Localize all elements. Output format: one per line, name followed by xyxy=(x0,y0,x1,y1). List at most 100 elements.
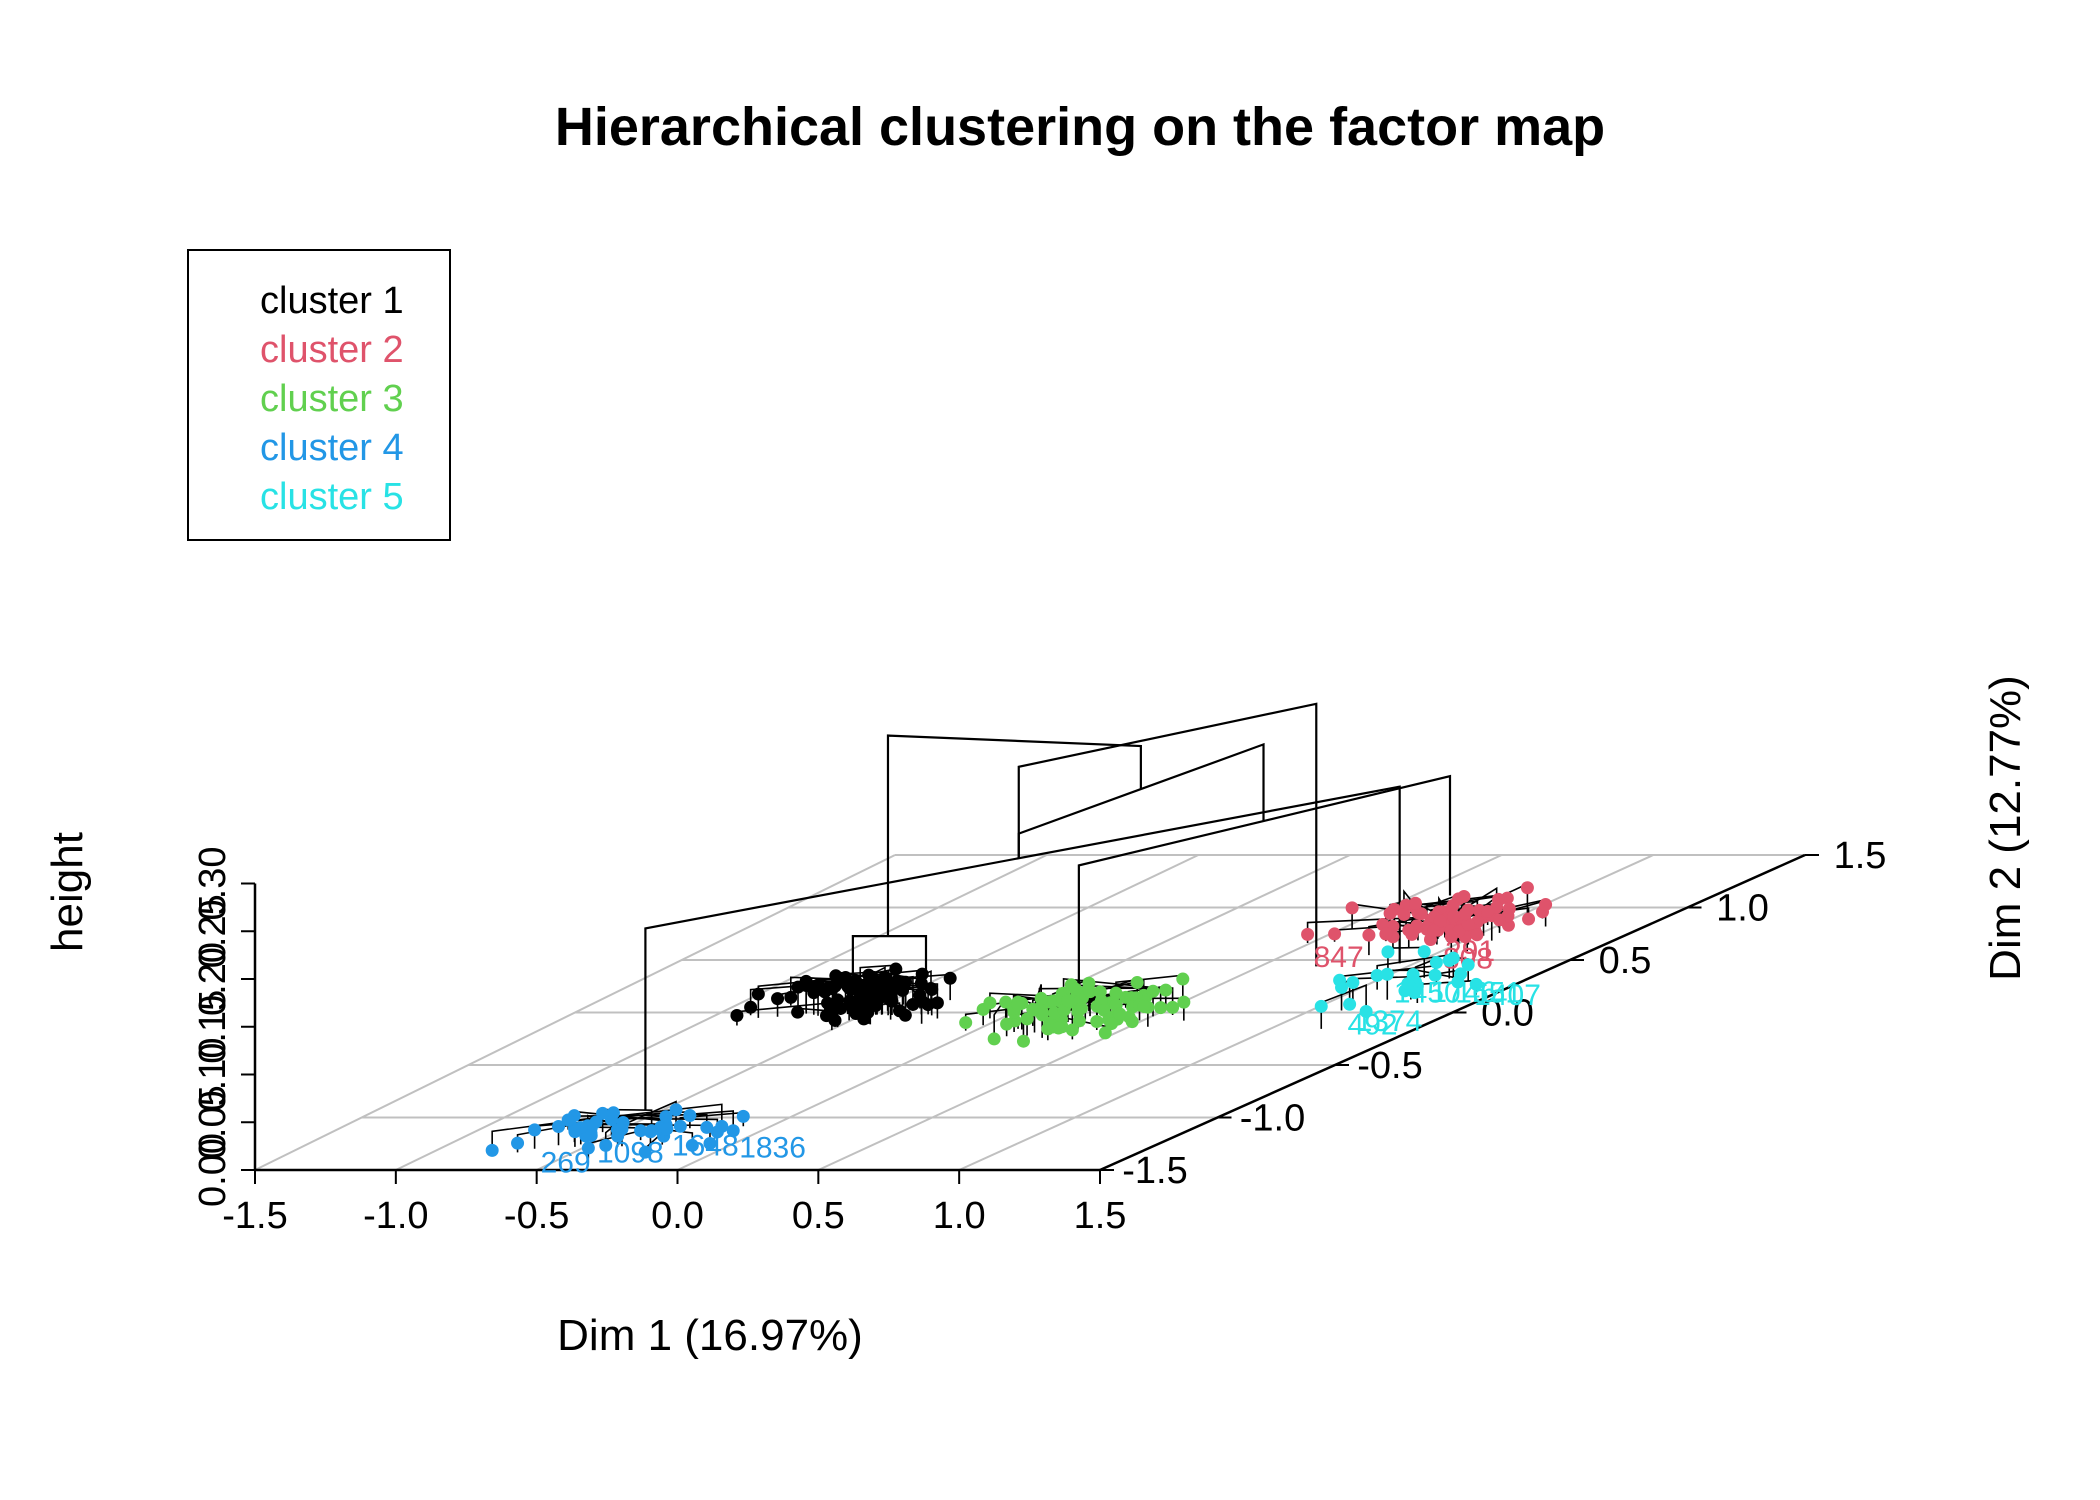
legend-entry-cluster-1: cluster 1 xyxy=(260,280,404,322)
legend: cluster 1 cluster 2 cluster 3 cluster 4 … xyxy=(187,249,451,541)
data-point xyxy=(1020,1012,1034,1026)
z-tick-label: 0.05 xyxy=(192,1085,234,1159)
data-point xyxy=(1379,927,1393,941)
data-point xyxy=(1481,904,1495,918)
data-point xyxy=(744,1000,758,1014)
data-point xyxy=(1082,976,1096,990)
data-point xyxy=(862,968,876,982)
data-point xyxy=(1401,977,1415,991)
data-point xyxy=(1061,994,1075,1008)
data-point xyxy=(736,1109,750,1123)
data-point xyxy=(660,1122,674,1136)
point-label: 492 xyxy=(1348,1008,1398,1041)
x-tick-label: 0.5 xyxy=(792,1195,845,1237)
data-point xyxy=(1520,881,1534,895)
data-point xyxy=(1444,930,1458,944)
legend-box xyxy=(187,249,451,541)
data-point xyxy=(1493,913,1507,927)
data-point xyxy=(1154,1001,1168,1015)
data-point xyxy=(616,1116,630,1130)
data-point xyxy=(1047,1006,1061,1020)
cluster-link xyxy=(1320,983,1367,1029)
data-point xyxy=(1470,928,1484,942)
data-point xyxy=(1362,928,1376,942)
data-point xyxy=(1000,1017,1014,1031)
legend-entry-cluster-5: cluster 5 xyxy=(260,476,404,518)
data-point xyxy=(1402,923,1416,937)
data-points: 2918478082691836164810981746145014071651… xyxy=(485,881,1553,1180)
data-point xyxy=(1446,899,1460,913)
x-tick-label: -0.5 xyxy=(504,1195,569,1237)
data-point xyxy=(1137,1000,1151,1014)
data-point xyxy=(1359,1005,1373,1019)
data-point xyxy=(1461,958,1475,972)
y-tick-label: 1.5 xyxy=(1834,835,1887,877)
data-point xyxy=(921,998,935,1012)
cluster-link xyxy=(557,1103,723,1146)
data-point xyxy=(511,1136,525,1150)
data-point xyxy=(1458,907,1472,921)
data-point xyxy=(896,978,910,992)
data-point xyxy=(751,987,765,1001)
chart-title: Hierarchical clustering on the factor ma… xyxy=(555,97,1605,157)
point-label: 1746 xyxy=(1430,976,1497,1009)
y-tick-label: -0.5 xyxy=(1357,1045,1422,1087)
data-point xyxy=(1026,1002,1040,1016)
data-point xyxy=(561,1113,575,1127)
data-point xyxy=(1177,995,1191,1009)
data-point xyxy=(885,994,899,1008)
data-point xyxy=(1539,898,1553,912)
data-point xyxy=(1159,983,1173,997)
z-tick-label: 0.30 xyxy=(192,847,234,921)
data-point xyxy=(860,1000,874,1014)
point-label: 847 xyxy=(1314,941,1364,974)
data-point xyxy=(1457,889,1471,903)
data-point xyxy=(784,990,798,1004)
x-tick-label: 1.5 xyxy=(1074,1195,1127,1237)
data-point xyxy=(673,1119,687,1133)
data-point xyxy=(834,1001,848,1015)
data-point xyxy=(643,1125,657,1139)
data-point xyxy=(1343,997,1357,1011)
data-point xyxy=(987,1032,1001,1046)
data-point xyxy=(1098,1026,1112,1040)
z-tick-label: 0.20 xyxy=(192,942,234,1016)
data-point xyxy=(599,1138,613,1152)
y-tick-label: -1.0 xyxy=(1240,1098,1305,1140)
data-point xyxy=(1109,986,1123,1000)
data-point xyxy=(710,1125,724,1139)
data-point xyxy=(1146,984,1160,998)
data-point xyxy=(1454,967,1468,981)
data-point xyxy=(1461,917,1475,931)
data-point xyxy=(959,1016,973,1030)
data-point xyxy=(1427,924,1441,938)
data-point xyxy=(924,982,938,996)
data-point xyxy=(700,1120,714,1134)
x-axis-title: Dim 1 (16.97%) xyxy=(557,1311,863,1360)
z-tick-label: 0.15 xyxy=(192,990,234,1064)
data-point xyxy=(726,1124,740,1138)
data-point xyxy=(568,1125,582,1139)
data-point xyxy=(1370,968,1384,982)
legend-entry-cluster-4: cluster 4 xyxy=(260,427,404,469)
y-tick-label: 0.0 xyxy=(1481,993,1534,1035)
data-point xyxy=(1034,991,1048,1005)
point-label: 1098 xyxy=(597,1137,664,1170)
point-label: 1651 xyxy=(1455,976,1522,1009)
cluster-link xyxy=(993,995,1007,1043)
data-point xyxy=(771,992,785,1006)
point-label: 269 xyxy=(541,1147,591,1180)
data-point xyxy=(634,1124,648,1138)
data-point xyxy=(1408,896,1422,910)
data-point xyxy=(824,1002,838,1016)
y-tick-label: 1.0 xyxy=(1716,888,1769,930)
data-point xyxy=(606,1106,620,1120)
data-point xyxy=(1397,907,1411,921)
data-point xyxy=(875,990,889,1004)
legend-entry-cluster-2: cluster 2 xyxy=(260,329,404,371)
z-tick-label: 0.00 xyxy=(192,1133,234,1207)
data-point xyxy=(1065,1023,1079,1037)
data-point xyxy=(1093,985,1107,999)
